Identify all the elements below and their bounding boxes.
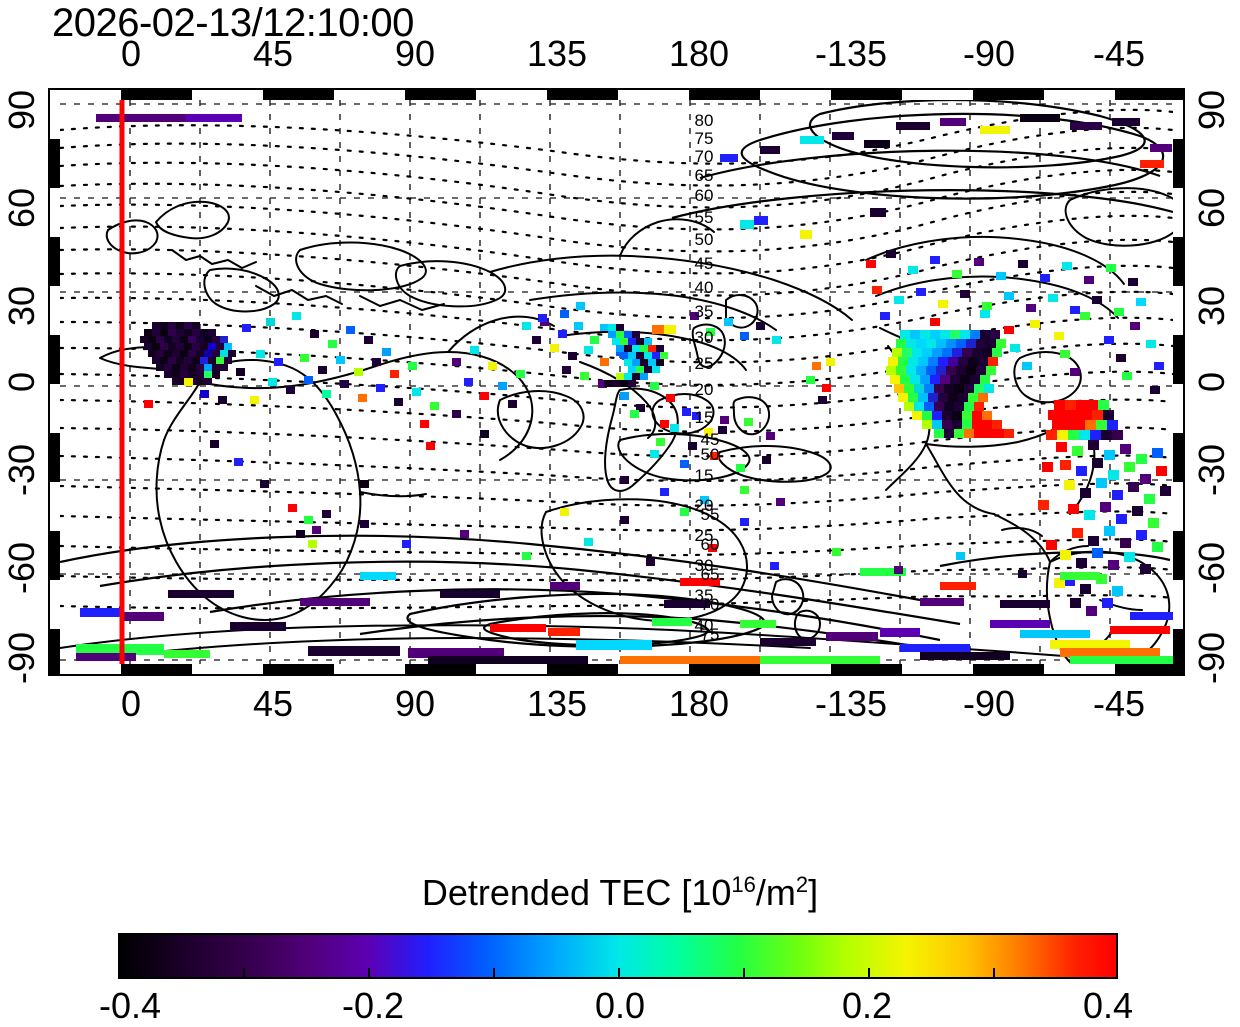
- map-frame: 80 75 70 65 60 55 50 45 40 35 30 25 20 1…: [48, 88, 1185, 676]
- colorbar-tick-m04: [243, 968, 245, 979]
- meridian-line: [119, 100, 125, 664]
- lat-tick-right-0: 0: [1191, 371, 1232, 393]
- lon-tick-bottom-m135: -135: [814, 683, 888, 724]
- lon-tick-top-m45: -45: [1092, 33, 1146, 74]
- svg-text:75: 75: [695, 129, 714, 148]
- lat-tick-right-m60: -60: [1191, 541, 1232, 595]
- colorbar-label-m04: -0.4: [98, 985, 162, 1026]
- svg-text:50: 50: [695, 230, 714, 249]
- lat-tick-right-60: 60: [1191, 187, 1232, 229]
- lon-tick-top-m135: -135: [814, 33, 888, 74]
- svg-text:65: 65: [701, 565, 720, 584]
- lat-tick-left-m30: -30: [1, 443, 42, 497]
- svg-text:25: 25: [695, 526, 714, 545]
- svg-text:55: 55: [701, 505, 720, 524]
- colorbar-tick-m02: [493, 968, 495, 979]
- lat-tick-right-90: 90: [1191, 89, 1232, 131]
- svg-text:35: 35: [695, 302, 714, 321]
- lat-tick-left-m90: -90: [1, 631, 42, 685]
- lon-tick-top-135: 135: [526, 33, 588, 74]
- colorbar-label-02: 0.2: [841, 985, 893, 1026]
- svg-text:60: 60: [701, 535, 720, 554]
- lat-tick-left-0: 0: [1, 371, 42, 393]
- svg-text:50: 50: [701, 445, 720, 464]
- colorbar-label-04: 0.4: [1082, 985, 1134, 1026]
- svg-text:15: 15: [695, 466, 714, 485]
- svg-text:25: 25: [695, 354, 714, 373]
- lon-tick-bottom-0: 0: [120, 683, 142, 724]
- lon-tick-bottom-135: 135: [526, 683, 588, 724]
- lat-tick-left-30: 30: [1, 285, 42, 327]
- svg-text:45: 45: [695, 254, 714, 273]
- colorbar-tick-01: [743, 968, 745, 979]
- lat-tick-right-30: 30: [1191, 285, 1232, 327]
- lon-tick-bottom-180: 180: [668, 683, 730, 724]
- lon-tick-bottom-90: 90: [394, 683, 436, 724]
- map-panel: 80 75 70 65 60 55 50 45 40 35 30 25 20 1…: [48, 88, 1185, 676]
- lat-tick-right-m30: -30: [1191, 443, 1232, 497]
- colorbar-title-exponent: 16: [731, 872, 756, 897]
- svg-text:65: 65: [695, 166, 714, 185]
- tec-data-layer: [76, 114, 1173, 664]
- svg-text:30: 30: [695, 556, 714, 575]
- lon-tick-top-m90: -90: [962, 33, 1016, 74]
- svg-text:30: 30: [695, 328, 714, 347]
- lon-tick-top-180: 180: [668, 33, 730, 74]
- lon-tick-top-45: 45: [252, 33, 294, 74]
- colorbar-title: Detrended TEC [1016/m2]: [422, 872, 818, 914]
- lat-tick-left-90: 90: [1, 89, 42, 131]
- svg-text:20: 20: [695, 380, 714, 399]
- svg-text:45: 45: [701, 430, 720, 449]
- map-plot-area[interactable]: 80 75 70 65 60 55 50 45 40 35 30 25 20 1…: [60, 100, 1173, 664]
- colorbar-title-main: Detrended TEC [10: [421, 872, 732, 913]
- lat-tick-left-60: 60: [1, 187, 42, 229]
- lon-tick-top-0: 0: [120, 33, 142, 74]
- svg-text:55: 55: [695, 208, 714, 227]
- lon-tick-bottom-45: 45: [252, 683, 294, 724]
- colorbar-title-exponent2: 2: [795, 872, 809, 897]
- svg-text:80: 80: [695, 111, 714, 130]
- svg-text:60: 60: [695, 186, 714, 205]
- lon-tick-bottom-m90: -90: [962, 683, 1016, 724]
- svg-text:70: 70: [695, 147, 714, 166]
- colorbar-tick-00: [618, 968, 620, 979]
- svg-text:35: 35: [695, 586, 714, 605]
- colorbar-label-00: 0.0: [594, 985, 646, 1026]
- svg-text:20: 20: [695, 496, 714, 515]
- page-title: 2026-02-13/12:10:00: [52, 1, 414, 45]
- colorbar-title-end: ]: [808, 872, 819, 913]
- lon-tick-bottom-m45: -45: [1092, 683, 1146, 724]
- colorbar-tick-02: [868, 968, 870, 979]
- svg-text:75: 75: [701, 625, 720, 644]
- maglat-labels: 80 75 70 65 60 55 50 45 40 35 30 25 20 1…: [695, 111, 720, 644]
- lat-tick-right-m90: -90: [1191, 631, 1232, 685]
- svg-text:40: 40: [695, 278, 714, 297]
- colorbar-tick-03: [993, 968, 995, 979]
- lon-tick-top-90: 90: [394, 33, 436, 74]
- colorbar-label-m02: -0.2: [341, 985, 405, 1026]
- colorbar-tick-m03: [368, 968, 370, 979]
- svg-text:70: 70: [701, 595, 720, 614]
- svg-text:40: 40: [695, 616, 714, 635]
- svg-text:15: 15: [695, 408, 714, 427]
- lat-tick-left-m60: -60: [1, 541, 42, 595]
- colorbar-title-tail: /m: [755, 872, 796, 913]
